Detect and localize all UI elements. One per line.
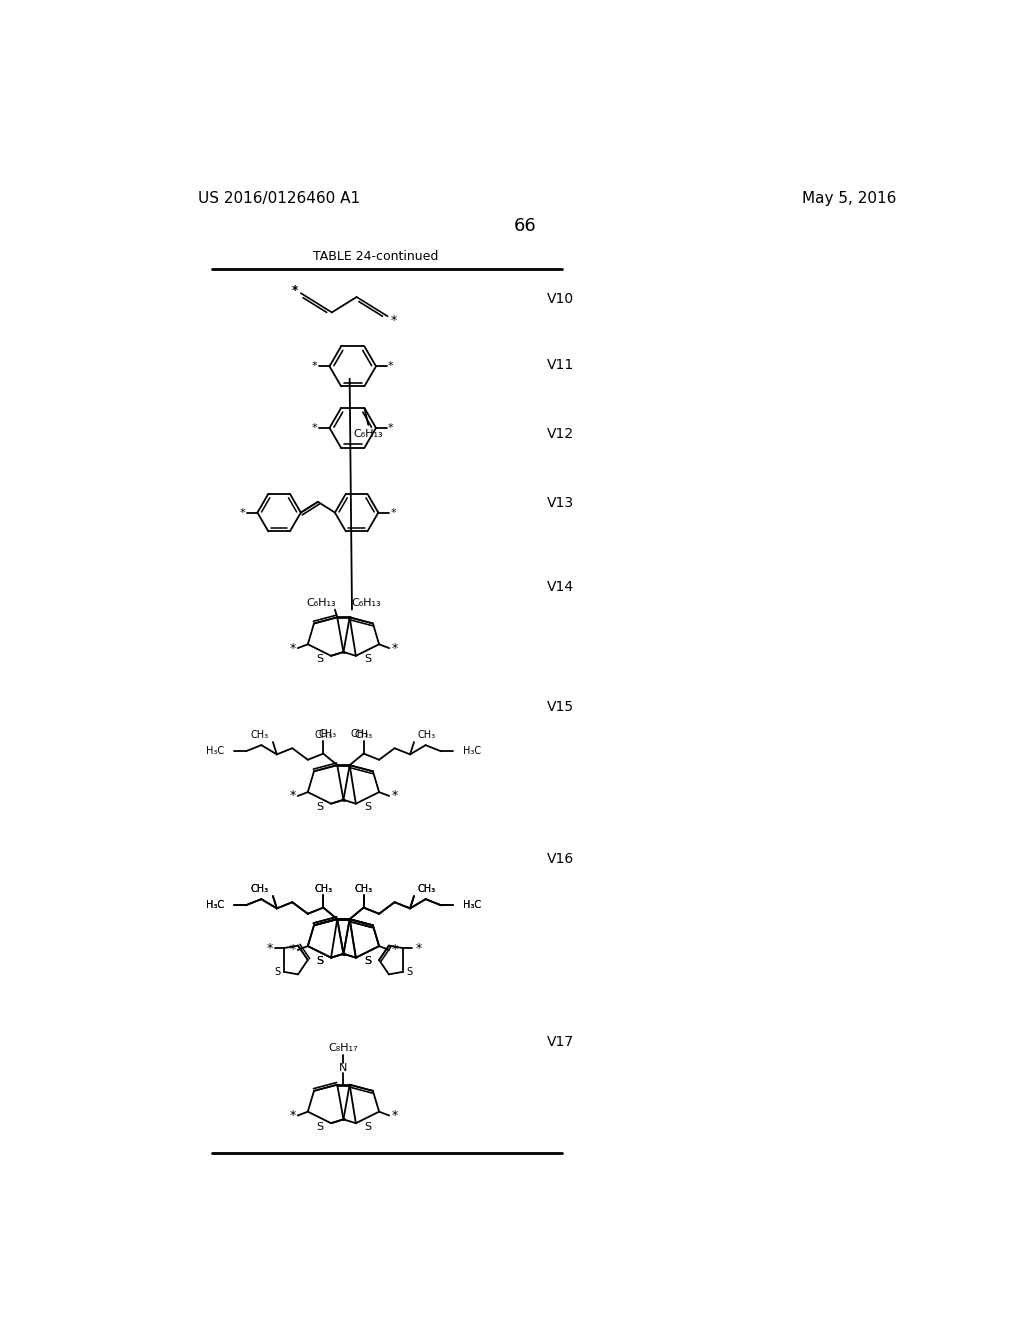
Text: CH₃: CH₃: [354, 730, 373, 741]
Text: S: S: [364, 956, 371, 966]
Text: N: N: [339, 1063, 347, 1073]
Text: CH₃: CH₃: [251, 884, 269, 894]
Text: CH₃: CH₃: [314, 884, 333, 894]
Text: S: S: [364, 956, 371, 966]
Text: *: *: [289, 789, 296, 803]
Text: S: S: [315, 956, 323, 966]
Text: C₆H₁₃: C₆H₁₃: [353, 429, 383, 440]
Text: V14: V14: [547, 581, 573, 594]
Text: CH₃: CH₃: [418, 884, 436, 894]
Text: *: *: [391, 1109, 397, 1122]
Text: V17: V17: [547, 1035, 573, 1049]
Text: TABLE 24-continued: TABLE 24-continued: [313, 249, 438, 263]
Text: V15: V15: [547, 701, 573, 714]
Text: S: S: [315, 655, 323, 664]
Text: *: *: [388, 422, 393, 433]
Text: CH₃: CH₃: [350, 729, 369, 739]
Text: C₈H₁₇: C₈H₁₇: [329, 1043, 358, 1053]
Text: CH₃: CH₃: [418, 730, 436, 741]
Text: CH₃: CH₃: [314, 884, 333, 894]
Text: *: *: [388, 362, 393, 371]
Text: V11: V11: [547, 358, 573, 372]
Text: *: *: [267, 941, 273, 954]
Text: S: S: [315, 956, 323, 966]
Text: V10: V10: [547, 292, 573, 305]
Text: H₃C: H₃C: [206, 900, 224, 911]
Text: *: *: [390, 508, 396, 517]
Text: *: *: [312, 422, 317, 433]
Text: *: *: [391, 314, 397, 326]
Text: *: *: [289, 1109, 296, 1122]
Text: S: S: [315, 1122, 323, 1131]
Text: May 5, 2016: May 5, 2016: [802, 191, 897, 206]
Text: *: *: [289, 944, 296, 957]
Text: *: *: [292, 284, 298, 297]
Text: H₃C: H₃C: [463, 900, 481, 911]
Text: CH₃: CH₃: [318, 729, 336, 739]
Text: S: S: [274, 966, 281, 977]
Text: CH₃: CH₃: [251, 884, 269, 894]
Text: CH₃: CH₃: [354, 884, 373, 894]
Text: *: *: [312, 362, 317, 371]
Text: H₃C: H₃C: [206, 900, 224, 911]
Text: C₆H₁₃: C₆H₁₃: [351, 598, 381, 609]
Text: 66: 66: [513, 218, 537, 235]
Text: *: *: [416, 941, 422, 954]
Text: H₃C: H₃C: [206, 746, 224, 756]
Text: V12: V12: [547, 428, 573, 441]
Text: C₆H₁₃: C₆H₁₃: [306, 598, 336, 609]
Text: V13: V13: [547, 496, 573, 511]
Text: V16: V16: [547, 853, 573, 866]
Text: CH₃: CH₃: [354, 884, 373, 894]
Text: S: S: [364, 655, 371, 664]
Text: *: *: [391, 944, 397, 957]
Text: H₃C: H₃C: [463, 746, 481, 756]
Text: *: *: [292, 284, 298, 297]
Text: CH₃: CH₃: [251, 730, 269, 741]
Text: *: *: [289, 642, 296, 655]
Text: S: S: [364, 1122, 371, 1131]
Text: CH₃: CH₃: [314, 730, 333, 741]
Text: H₃C: H₃C: [463, 900, 481, 911]
Text: US 2016/0126460 A1: US 2016/0126460 A1: [198, 191, 359, 206]
Text: S: S: [407, 966, 413, 977]
Text: CH₃: CH₃: [418, 884, 436, 894]
Text: S: S: [364, 803, 371, 812]
Text: *: *: [391, 789, 397, 803]
Text: *: *: [240, 508, 246, 517]
Text: S: S: [315, 803, 323, 812]
Text: *: *: [391, 642, 397, 655]
